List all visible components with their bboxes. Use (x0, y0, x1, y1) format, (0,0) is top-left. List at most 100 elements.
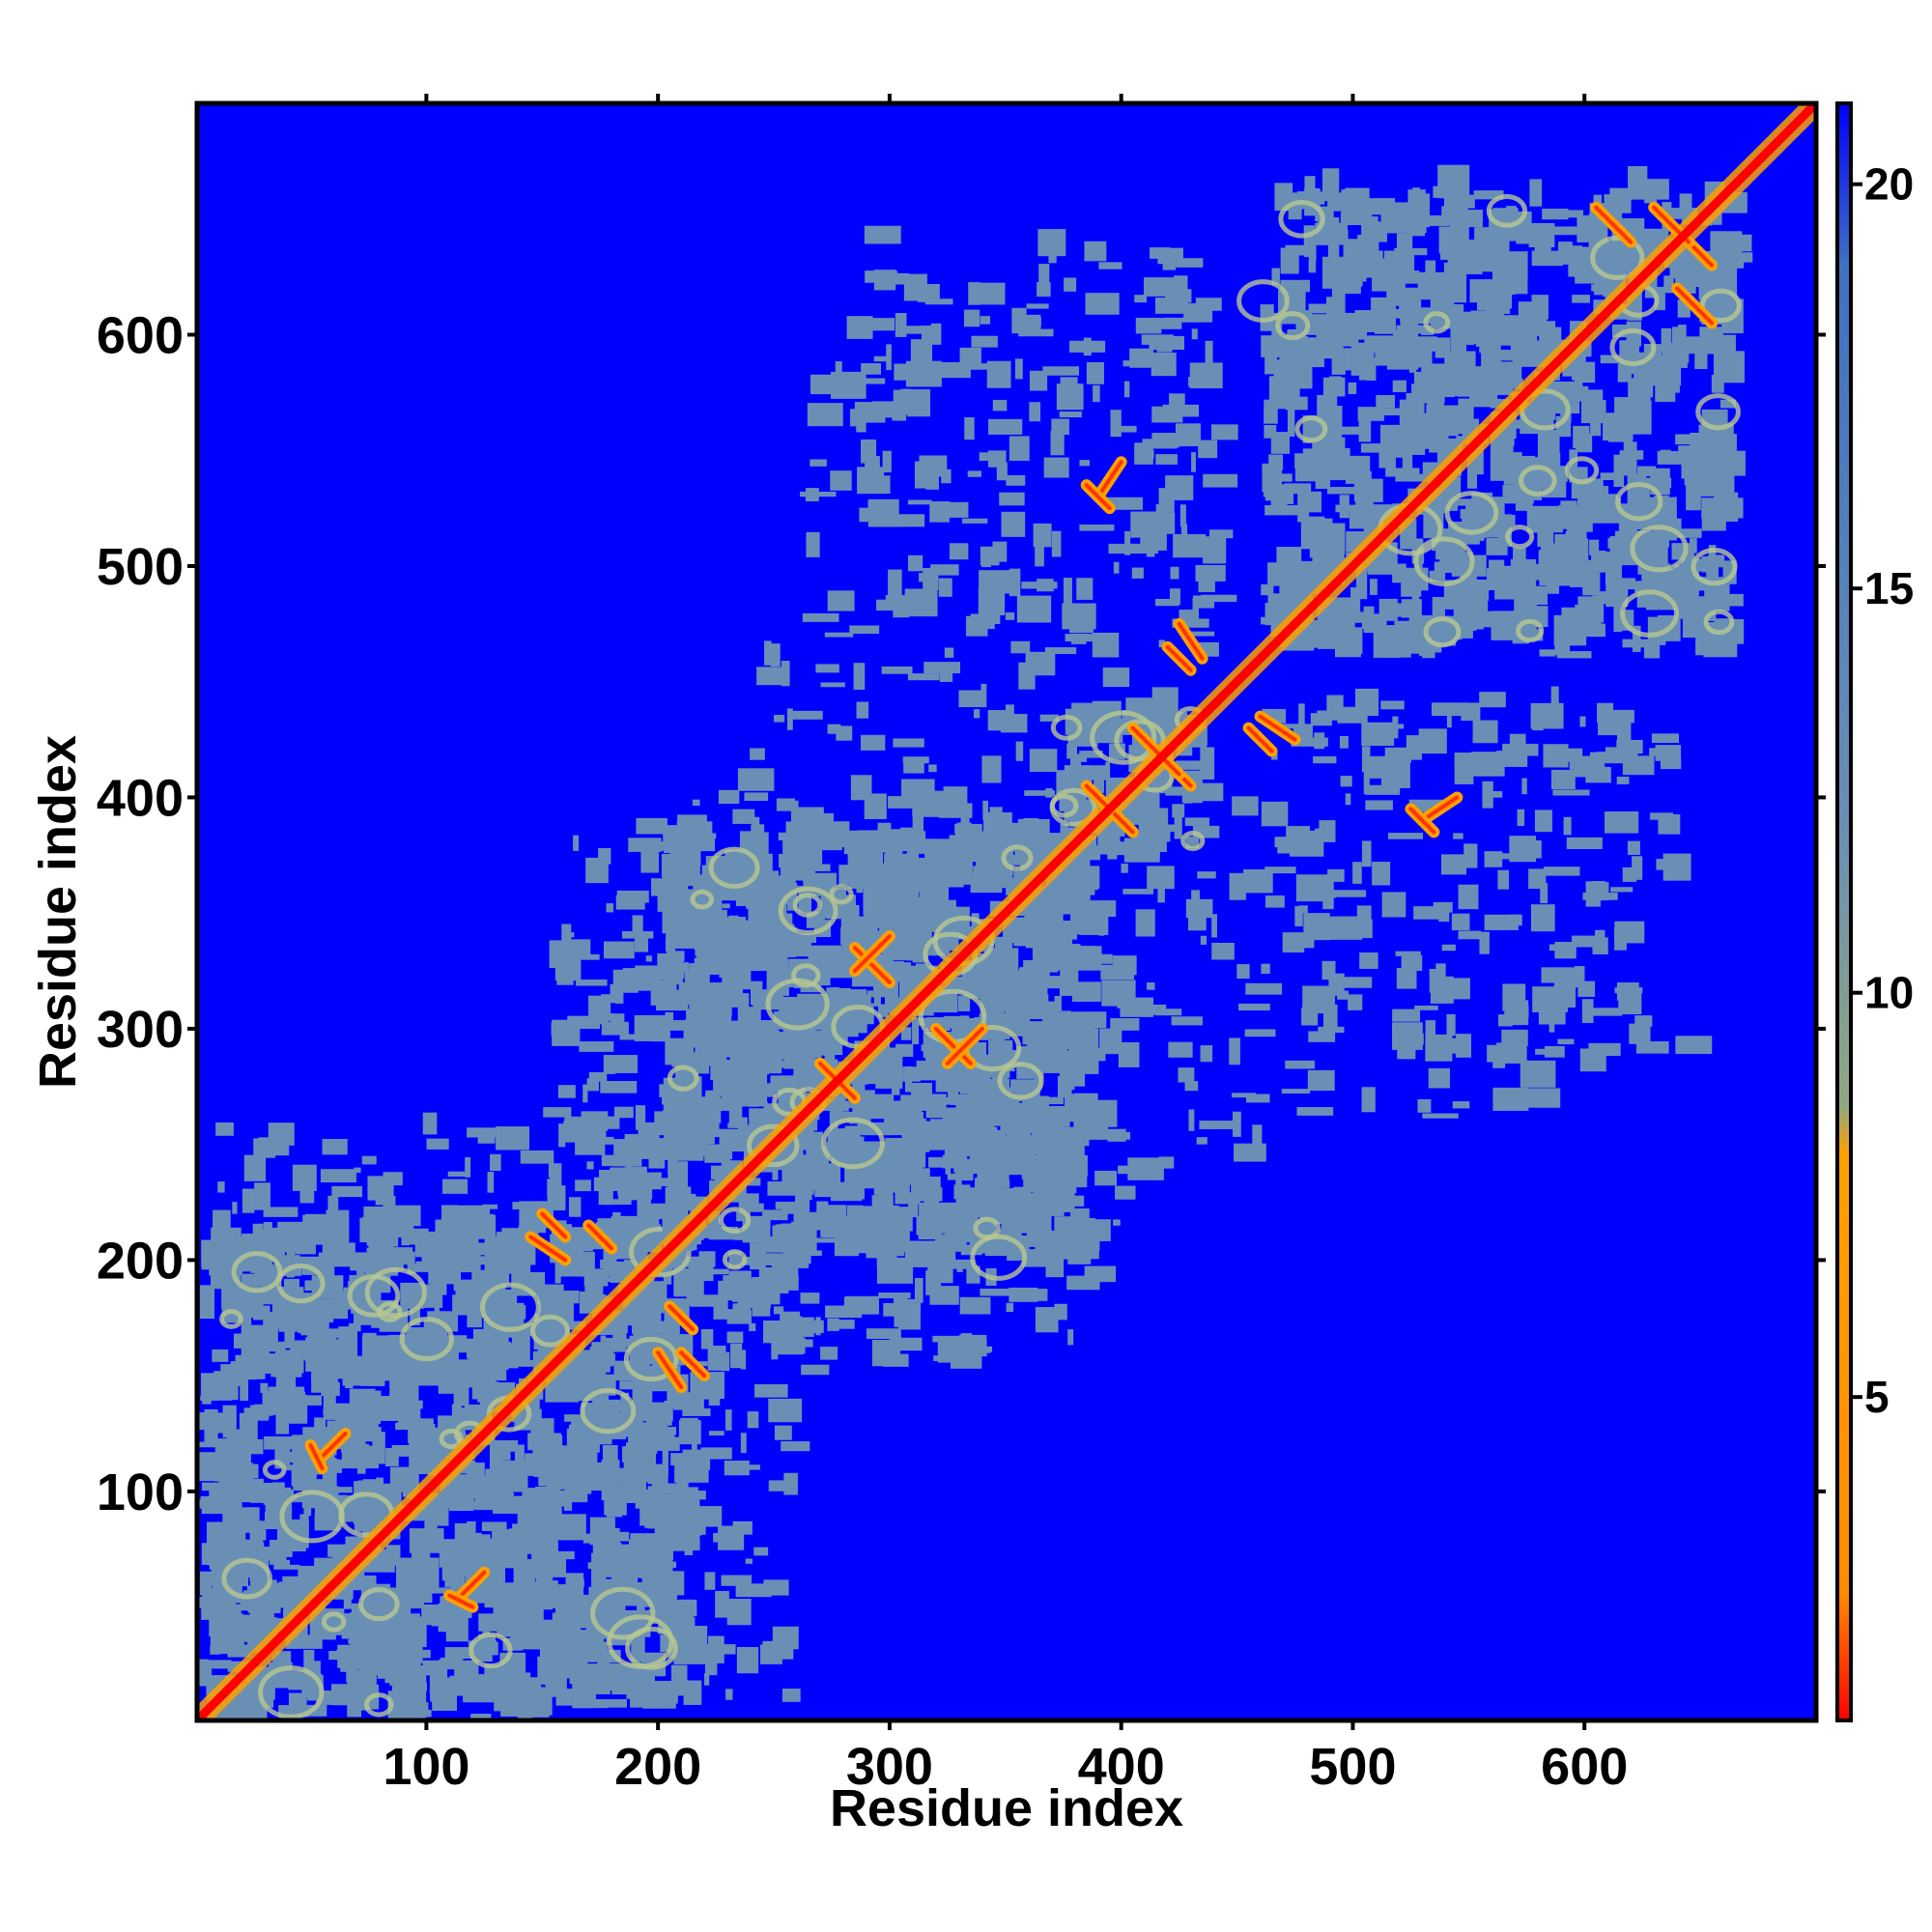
contact-cell (1006, 1124, 1032, 1138)
contact-cell (1453, 833, 1463, 839)
close-contact-core (1084, 783, 1112, 811)
contact-cell (1452, 1101, 1470, 1109)
contact-cell (1315, 222, 1348, 245)
contact-cell (482, 1204, 498, 1209)
contact-cell (201, 1576, 223, 1585)
contact-cell (1569, 755, 1605, 770)
contact-cell (1531, 250, 1564, 267)
contact-cell (947, 501, 969, 518)
contact-cell (1124, 530, 1131, 555)
contact-cell (1452, 303, 1464, 334)
contact-cell (1614, 927, 1627, 951)
contact-cell (1503, 456, 1517, 485)
contact-cell (199, 1499, 216, 1509)
contact-cell (232, 1236, 255, 1253)
contact-cell (235, 1354, 256, 1380)
contact-cell (671, 1139, 699, 1160)
close-contact-core (586, 1223, 614, 1251)
contact-cell (1675, 1036, 1713, 1054)
contact-cell (222, 1507, 233, 1524)
contact-cell (1183, 539, 1192, 546)
contact-cell (960, 815, 970, 850)
contact-cell (1425, 1034, 1453, 1062)
contact-cell (815, 1317, 821, 1336)
contact-cell (1544, 1045, 1565, 1058)
contact-cell (1422, 338, 1438, 352)
contact-cell (582, 1663, 602, 1672)
contact-cell (1066, 744, 1077, 759)
contact-cell (974, 1211, 984, 1218)
contact-cell (1267, 562, 1285, 586)
contact-cell (1361, 1087, 1376, 1113)
contact-cell (1441, 854, 1467, 875)
contact-cell (1270, 432, 1291, 454)
y-tick-label: 400 (97, 769, 184, 827)
contact-cell (707, 1268, 729, 1275)
contact-cell (873, 980, 881, 1007)
contact-cell (598, 847, 611, 865)
contact-cell (1175, 423, 1201, 447)
contact-cell (1411, 582, 1420, 608)
contact-cell (1497, 361, 1514, 388)
contact-cell (1287, 329, 1294, 365)
contact-cell (366, 1351, 374, 1377)
contact-cell (1721, 593, 1744, 607)
contact-cell (558, 1659, 588, 1675)
contact-cell (1470, 766, 1505, 777)
contact-cell (1198, 440, 1218, 459)
contact-ring (1486, 193, 1528, 228)
contact-cell (637, 1588, 645, 1615)
contact-cell (1079, 524, 1115, 531)
contact-cell (1184, 817, 1209, 826)
contact-cell (1310, 713, 1332, 726)
contact-cell (394, 1616, 426, 1641)
contact-ring (221, 1557, 272, 1600)
contact-cell (1016, 595, 1052, 623)
plot-frame (194, 100, 1819, 1723)
contact-cell (597, 1653, 611, 1678)
contact-cell (657, 1518, 667, 1544)
contact-cell (1649, 748, 1662, 756)
contact-cell (1534, 810, 1552, 833)
contact-cell (938, 578, 952, 597)
contact-cell (782, 838, 812, 857)
contact-cell (1460, 766, 1471, 776)
contact-cell (1208, 529, 1234, 539)
contact-cell (578, 1687, 611, 1694)
contact-ring (607, 1614, 674, 1669)
close-contact-core (945, 1026, 984, 1065)
contact-cell (1490, 398, 1501, 407)
contact-cell (622, 968, 639, 993)
contact-cell (760, 1644, 782, 1664)
contact-cell (965, 615, 988, 637)
contact-cell (820, 1347, 838, 1360)
contact-cell (897, 1309, 911, 1318)
contact-cell (930, 323, 942, 345)
contact-cell (986, 360, 1011, 388)
contact-ring (1615, 482, 1663, 522)
contact-cell (661, 1427, 677, 1435)
contact-cell (726, 1331, 744, 1344)
contact-cell (1487, 1044, 1497, 1063)
contact-cell (1298, 703, 1305, 726)
contact-cell (314, 1513, 340, 1531)
contact-cell (1350, 587, 1361, 614)
contact-cell (854, 1132, 861, 1145)
contact-cell (912, 813, 924, 848)
contact-cell (790, 1221, 819, 1231)
contact-cell (1518, 1005, 1529, 1018)
contact-cell (652, 1028, 668, 1042)
contact-cell (198, 1441, 219, 1448)
contact-ring (765, 978, 830, 1031)
contact-cell (241, 1324, 270, 1357)
contact-cell (362, 1332, 377, 1359)
contact-cell (1051, 1239, 1067, 1254)
contact-cell (1211, 424, 1238, 440)
contact-cell (845, 913, 859, 945)
contact-cell (1101, 980, 1136, 1007)
contact-cell (724, 1461, 750, 1476)
contact-cell (1675, 434, 1692, 445)
contact-cell (543, 1107, 572, 1118)
contact-cell (322, 1139, 348, 1155)
contact-cell (1141, 334, 1174, 345)
